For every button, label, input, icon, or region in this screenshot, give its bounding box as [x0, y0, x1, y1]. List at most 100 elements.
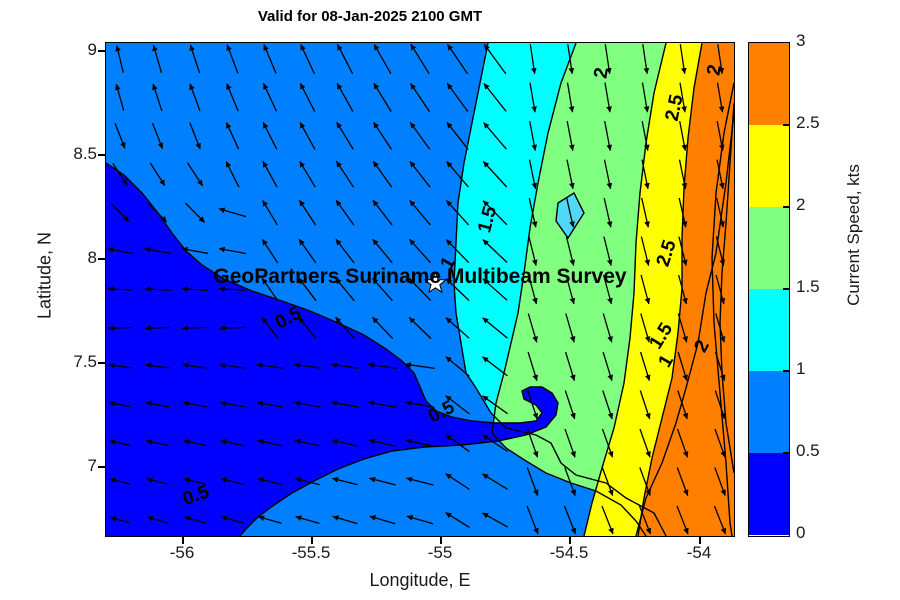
x-tick-label: -54.5	[549, 543, 589, 562]
current-vector-arrow	[184, 515, 206, 524]
current-vector-arrow	[406, 476, 434, 486]
current-vector-arrow	[715, 313, 726, 343]
colorbar-band	[749, 289, 789, 371]
current-vector-arrow	[219, 362, 246, 369]
current-vector-arrow	[528, 197, 538, 228]
current-vector-arrow	[566, 120, 575, 151]
current-vector-arrow	[152, 83, 163, 112]
current-vector-arrow	[371, 316, 394, 340]
current-vector-arrow	[368, 400, 397, 408]
y-axis-label: Latitude, N	[34, 231, 55, 320]
current-vector-arrow	[602, 274, 613, 305]
current-vector-arrow	[482, 161, 508, 188]
contour-label: 2	[590, 66, 613, 80]
current-vector-arrow	[184, 202, 206, 223]
current-vector-arrow	[409, 199, 431, 226]
current-vector-arrow	[482, 278, 508, 301]
current-vector-arrow	[445, 199, 470, 226]
current-vector-arrow	[640, 274, 651, 305]
current-vector-arrow	[526, 428, 539, 458]
current-vector-arrow	[564, 428, 576, 458]
current-vector-arrow	[603, 159, 613, 190]
current-vector-arrow	[445, 278, 470, 301]
current-vector-arrow	[331, 400, 359, 408]
contour-field: 0.50.50.511.511.5 222.522.5 GeoPartners S…	[106, 43, 734, 536]
current-vector-arrow	[336, 82, 354, 112]
current-vector-arrow	[372, 277, 393, 302]
current-vector-arrow	[182, 362, 208, 369]
current-vector-arrow	[108, 362, 132, 369]
x-axis-label: Longitude, E	[369, 570, 471, 590]
current-vector-arrow	[408, 238, 432, 264]
current-vector-arrow	[603, 236, 613, 266]
survey-annotation: GeoPartners Suriname Multibeam Survey	[213, 265, 626, 288]
current-vector-arrow	[256, 362, 284, 369]
current-vector-arrow	[261, 238, 279, 264]
current-vector-arrow	[676, 505, 689, 535]
current-vector-arrow	[335, 199, 355, 226]
current-vector-arrow	[263, 44, 277, 74]
colorbar-tick-label: 0.5	[796, 441, 820, 460]
current-vector-arrow	[367, 362, 397, 370]
current-vector-arrow	[641, 159, 650, 190]
current-vector-arrow	[716, 82, 725, 113]
current-vector-arrow	[219, 325, 246, 332]
current-vector-arrow	[218, 286, 246, 292]
current-vector-arrow	[482, 239, 508, 263]
current-vector-arrow	[408, 277, 432, 302]
y-tick-label: 8.5	[73, 144, 97, 163]
current-vector-arrow	[679, 44, 687, 75]
current-vector-arrow	[406, 515, 434, 525]
current-vector-arrow	[528, 159, 538, 190]
current-vector-arrow	[145, 400, 170, 408]
current-vector-arrow	[299, 83, 316, 112]
current-vector-arrow	[641, 82, 650, 113]
current-vector-arrow	[565, 274, 576, 305]
current-vector-arrow	[294, 438, 321, 447]
map-plot-area[interactable]: 0.5 0.5 0.5 1 1.5 1 1.5 2 2 2.5 2 2.5 GeoPartners S…	[105, 42, 735, 537]
current-vector-arrow	[678, 236, 688, 266]
current-vector-arrow	[373, 82, 392, 112]
current-vector-arrow	[115, 83, 125, 111]
current-vector-arrow	[261, 316, 279, 340]
current-vector-arrow	[293, 362, 322, 369]
colorbar[interactable]	[748, 42, 790, 537]
current-vector-arrow	[526, 467, 539, 496]
current-vector-arrow	[445, 239, 470, 264]
colorbar-band	[749, 371, 789, 453]
current-vector-arrow	[336, 121, 354, 150]
current-vector-arrow	[715, 236, 726, 266]
current-vector-arrow	[372, 121, 393, 150]
current-vector-arrow	[640, 236, 651, 266]
current-vector-arrow	[446, 160, 469, 188]
current-vector-arrow	[330, 362, 359, 369]
current-vector-arrow	[147, 202, 168, 223]
current-vector-arrow	[258, 515, 282, 524]
current-vector-arrow	[335, 277, 355, 302]
y-tick-label: 7	[87, 456, 97, 475]
colorbar-tick-mark	[783, 206, 790, 208]
current-vector-arrow	[189, 122, 201, 150]
current-vector-arrow	[295, 515, 320, 525]
current-vector-arrow	[714, 428, 726, 458]
current-vector-arrow	[181, 286, 209, 292]
current-vector-arrow	[225, 161, 240, 188]
current-vector-arrow	[716, 120, 725, 151]
current-vector-arrow	[225, 122, 240, 150]
current-vector-arrow	[482, 473, 508, 490]
current-vector-arrow	[226, 44, 239, 74]
current-vector-arrow	[639, 390, 651, 420]
current-vector-arrow	[676, 467, 689, 496]
current-vector-arrow	[262, 199, 278, 226]
current-vector-arrow	[409, 82, 431, 112]
current-vector-arrow	[294, 477, 320, 486]
current-vector-arrow	[336, 44, 354, 74]
colorbar-tick-label: 2	[796, 195, 806, 214]
colorbar-band	[749, 453, 789, 535]
current-vector-arrow	[678, 159, 688, 190]
current-vector-arrow	[529, 120, 538, 151]
y-axis-ticks: 9 8.5 8 7.5 7	[57, 40, 97, 537]
current-vector-arrow	[262, 83, 278, 112]
current-vector-arrow	[678, 197, 688, 228]
current-vector-arrow	[368, 438, 397, 447]
